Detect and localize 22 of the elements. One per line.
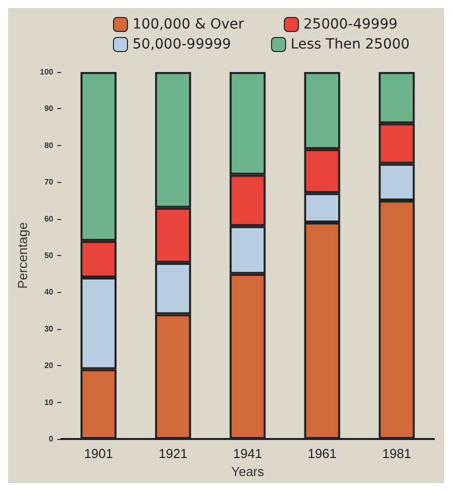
y-tick-label: 50: [44, 251, 54, 260]
x-axis-title: Years: [231, 464, 264, 479]
x-tick-label: 1901: [84, 446, 113, 461]
legend-label: 100,000 & Over: [132, 16, 244, 32]
y-tick-label: 70: [44, 178, 54, 187]
x-tick-label: 1961: [308, 446, 337, 461]
y-tick-label: 40: [44, 288, 54, 297]
y-tick-label: 10: [44, 398, 54, 407]
legend-label: 25000-49999: [303, 16, 398, 32]
y-tick-label: 20: [44, 361, 54, 370]
x-tick-label: 1981: [382, 446, 412, 461]
x-tick-label: 1921: [158, 446, 188, 461]
y-tick-label: 30: [44, 324, 54, 334]
legend-label: 50,000-99999: [132, 36, 232, 52]
y-tick-label: 100: [40, 68, 54, 76]
y-axis-title: Percentage: [15, 222, 30, 289]
y-tick-label: 60: [44, 214, 54, 224]
y-tick-label: 90: [44, 104, 54, 114]
x-tick-label: 1941: [233, 446, 262, 461]
y-tick-label: 0: [48, 434, 54, 444]
legend-label: Less Then 25000: [290, 36, 410, 52]
y-tick-label: 80: [44, 140, 54, 150]
